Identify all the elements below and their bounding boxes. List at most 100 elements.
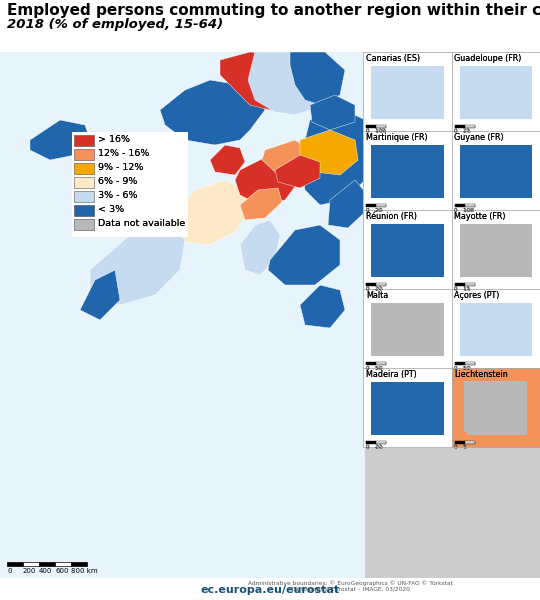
Text: Cartography: Eurostat – IMAGE, 03/2020: Cartography: Eurostat – IMAGE, 03/2020 [207, 587, 333, 592]
Text: Açores (PT): Açores (PT) [455, 291, 500, 300]
Bar [74, 148, 94, 160]
Bar [451, 368, 540, 447]
Bar [376, 362, 386, 365]
Bar [363, 368, 451, 447]
Bar [363, 210, 451, 289]
Bar [363, 131, 451, 210]
Polygon shape [210, 145, 245, 175]
Bar [371, 224, 443, 277]
Text: Malta: Malta [366, 291, 388, 300]
Bar [7, 562, 23, 566]
Text: < 3%: < 3% [98, 205, 124, 214]
Bar [451, 368, 540, 447]
Bar [376, 283, 386, 285]
Text: 0   100: 0 100 [366, 129, 387, 134]
Text: Madeira (PT): Madeira (PT) [366, 370, 417, 379]
Bar [451, 52, 540, 131]
Text: Liechtenstein: Liechtenstein [455, 370, 508, 379]
Text: Employed persons commuting to another region within their country: Employed persons commuting to another re… [7, 3, 540, 18]
Polygon shape [240, 188, 282, 220]
Text: 9% - 12%: 9% - 12% [98, 163, 144, 173]
Text: ec.europa.eu/eurostat: ec.europa.eu/eurostat [200, 585, 340, 595]
Bar [460, 66, 532, 119]
Bar [376, 442, 386, 444]
Text: Cartography: Eurostat – IMAGE, 03/2020: Cartography: Eurostat – IMAGE, 03/2020 [291, 587, 409, 592]
Bar [451, 210, 540, 289]
Text: 0   15: 0 15 [455, 287, 471, 292]
Bar [451, 289, 540, 368]
Bar [366, 203, 376, 206]
Bar [464, 283, 475, 285]
Bar [451, 368, 540, 447]
Bar [371, 382, 443, 435]
Bar [72, 132, 188, 237]
Text: Guyane (FR): Guyane (FR) [455, 133, 504, 142]
Polygon shape [30, 120, 90, 160]
Bar [74, 205, 94, 215]
Polygon shape [290, 52, 345, 105]
Bar [74, 163, 94, 173]
Polygon shape [170, 180, 250, 245]
Bar [366, 125, 376, 128]
Bar [451, 368, 540, 447]
Text: Data not available: Data not available [98, 220, 185, 229]
Bar [363, 289, 451, 368]
Text: 0: 0 [7, 568, 11, 574]
Bar [23, 562, 39, 566]
Bar [371, 303, 443, 356]
Bar [366, 205, 376, 207]
Bar [455, 283, 464, 286]
Bar [451, 131, 540, 210]
Text: Réunion (FR): Réunion (FR) [366, 212, 417, 221]
Bar [366, 442, 376, 444]
Text: 3% - 6%: 3% - 6% [98, 191, 138, 200]
Bar [464, 125, 475, 128]
Text: 0   20: 0 20 [366, 445, 383, 450]
Bar [376, 203, 386, 206]
Bar [363, 52, 540, 447]
Text: Açores (PT): Açores (PT) [455, 291, 500, 300]
Bar [74, 148, 94, 160]
Text: 0   20: 0 20 [366, 286, 382, 292]
Text: 0   50: 0 50 [455, 365, 470, 370]
Bar [363, 52, 540, 447]
Polygon shape [160, 80, 265, 145]
Bar [366, 283, 376, 286]
Bar [464, 203, 475, 206]
Text: Liechtenstein: Liechtenstein [455, 370, 508, 379]
Text: > 16%: > 16% [98, 136, 130, 145]
Bar [376, 361, 386, 364]
Bar [460, 303, 532, 356]
Bar [464, 124, 475, 127]
Bar [371, 66, 443, 119]
Polygon shape [310, 95, 355, 130]
Text: 0   15: 0 15 [455, 286, 470, 292]
Polygon shape [300, 110, 365, 205]
Text: 0   100: 0 100 [455, 208, 474, 212]
Bar [460, 145, 532, 198]
Text: 0   50: 0 50 [366, 366, 383, 371]
Polygon shape [145, 135, 185, 180]
Text: 0   5: 0 5 [455, 445, 467, 449]
Polygon shape [90, 225, 185, 305]
Text: 2018 (% of employed, 15-64): 2018 (% of employed, 15-64) [7, 18, 223, 31]
Bar [455, 203, 464, 206]
Text: 12% - 16%: 12% - 16% [98, 149, 150, 158]
Bar [455, 125, 464, 128]
Bar [363, 52, 451, 131]
Text: 0   5: 0 5 [455, 445, 468, 450]
Text: Employed persons commuting to another region within their country: Employed persons commuting to another re… [7, 3, 540, 18]
Text: Guyane (FR): Guyane (FR) [455, 133, 504, 142]
Text: 0   20: 0 20 [366, 445, 382, 449]
Bar [74, 163, 94, 173]
Bar [366, 362, 376, 365]
Bar [455, 442, 464, 444]
Bar [451, 131, 540, 210]
Text: 0   20: 0 20 [366, 287, 383, 292]
Bar [451, 210, 540, 289]
Bar [460, 145, 532, 198]
Bar [371, 224, 443, 277]
Text: 600: 600 [55, 568, 69, 574]
Bar [371, 382, 443, 435]
Bar [464, 283, 475, 286]
